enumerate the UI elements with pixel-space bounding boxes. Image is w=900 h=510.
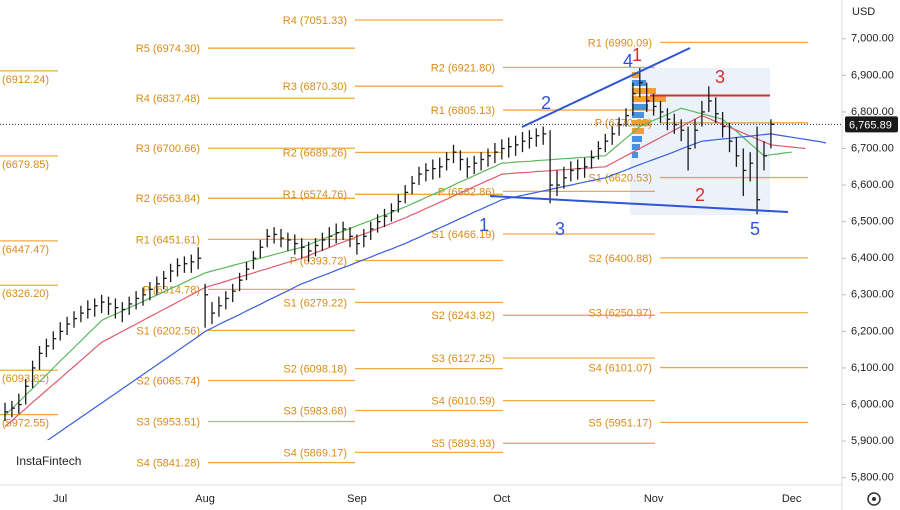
settings-dot[interactable] — [872, 497, 876, 501]
pivot-label: (6326.20) — [2, 288, 49, 300]
x-tick-label: Aug — [195, 493, 215, 505]
y-tick-label: 6,100.00 — [851, 362, 894, 374]
pivot-label: S4 (5841.28) — [136, 457, 200, 469]
pivot-label: S5 (5951.17) — [588, 417, 652, 429]
pivot-label: (6679.85) — [2, 159, 49, 171]
watermark: InstaFintech — [16, 454, 81, 468]
profile-bar — [632, 152, 638, 158]
pivot-label: R4 (6837.48) — [136, 93, 200, 105]
wave-label: 1 — [479, 215, 489, 235]
y-tick-label: 6,500.00 — [851, 216, 894, 228]
pivot-label: R2 (6563.84) — [136, 193, 200, 205]
pivot-label: S3 (6250.97) — [588, 308, 652, 320]
y-tick-label: 7,000.00 — [851, 33, 894, 45]
pivot-label: R1 (6990.09) — [588, 37, 652, 49]
pivot-label: S3 (5983.68) — [283, 405, 347, 417]
profile-bar — [632, 88, 656, 94]
x-tick-label: Sep — [347, 493, 367, 505]
pivot-label: R5 (6974.30) — [136, 43, 200, 55]
trend-line — [489, 195, 789, 213]
y-tick-label: 6,800.00 — [851, 106, 894, 118]
wave-label: 2 — [541, 93, 551, 113]
pivot-label: S2 (6065.74) — [136, 375, 200, 387]
pivot-label: S1 (6466.19) — [431, 229, 495, 241]
pivot-label: R1 (6805.13) — [431, 105, 495, 117]
pivot-label: P (6582.86) — [438, 186, 495, 198]
moving-average — [4, 114, 806, 427]
pivot-label: R3 (6870.30) — [283, 81, 347, 93]
profile-bar — [632, 120, 650, 126]
profile-bar — [632, 96, 666, 102]
pivot-label: S5 (5893.93) — [431, 438, 495, 450]
settings-ring[interactable] — [867, 492, 881, 506]
pivot-label: (6912.24) — [2, 74, 49, 86]
axis-layer: 5,800.00 5,900.00 6,000.00 6,100.00 6,200.00… — [53, 33, 898, 505]
pivot-label: S2 (6098.18) — [283, 364, 347, 376]
y-tick-label: 6,400.00 — [851, 252, 894, 264]
pivot-label: R4 (7051.33) — [283, 15, 347, 27]
settings-icon[interactable] — [867, 492, 881, 506]
profile-bar — [632, 112, 644, 118]
pivot-label: S4 (5869.17) — [283, 447, 347, 459]
profile-bar — [632, 144, 640, 150]
profile-bar — [632, 72, 640, 78]
pivot-label: R3 (6700.66) — [136, 143, 200, 155]
y-tick-label: 6,900.00 — [851, 69, 894, 81]
level-layer — [0, 94, 842, 125]
profile-bar — [632, 104, 648, 110]
pivot-label: R1 (6574.76) — [283, 189, 347, 201]
profile-bar — [632, 128, 644, 134]
wave-label: 3 — [555, 219, 565, 239]
pivot-label: P (6393.72) — [290, 255, 347, 267]
y-tick-label: 6,700.00 — [851, 142, 894, 154]
pivot-label: R2 (6689.26) — [283, 147, 347, 159]
profile-bar — [632, 80, 646, 86]
x-tick-label: Dec — [782, 493, 802, 505]
pivot-label: S2 (6243.92) — [431, 310, 495, 322]
pivot-label: R2 (6921.80) — [431, 62, 495, 74]
bar-layer — [4, 68, 774, 421]
trend-line — [521, 47, 691, 128]
volume-profile — [632, 72, 666, 158]
y-tick-label: 5,800.00 — [851, 472, 894, 484]
currency: USD — [852, 6, 875, 18]
pivot-label: (5972.55) — [2, 417, 49, 429]
x-tick-label: Oct — [493, 493, 510, 505]
y-tick-label: 6,000.00 — [851, 398, 894, 410]
pivot-layer: (6912.24)(6679.85)(6447.47)(6326.20)(609… — [0, 15, 808, 469]
pivot-label: R1 (6451.61) — [136, 234, 200, 246]
x-tick-label: Jul — [53, 493, 67, 505]
last-price-label: 6,765.89 — [849, 119, 892, 131]
pivot-label: S4 (6101.07) — [588, 362, 652, 374]
pivot-label: S1 (6202.56) — [136, 325, 200, 337]
pivot-label: S3 (6127.25) — [431, 353, 495, 365]
last-price-box — [845, 116, 898, 133]
pivot-label: S3 (5953.51) — [136, 416, 200, 428]
pivot-label: S4 (6010.59) — [431, 396, 495, 408]
x-tick-label: Nov — [644, 493, 664, 505]
wave-label: 1 — [632, 45, 642, 65]
pivot-label: S1 (6279.22) — [283, 297, 347, 309]
wave-label: 4 — [623, 51, 633, 71]
wave-label: 2 — [695, 185, 705, 205]
watermark-box — [8, 440, 86, 480]
pivot-label: (6447.47) — [2, 244, 49, 256]
pivot-label: S1 (6620.53) — [588, 172, 652, 184]
y-tick-label: 6,300.00 — [851, 289, 894, 301]
y-tick-label: 6,200.00 — [851, 325, 894, 337]
y-tick-label: 5,900.00 — [851, 435, 894, 447]
profile-bar — [632, 136, 642, 142]
wave-label: 3 — [715, 67, 725, 87]
wave-label: 5 — [750, 219, 760, 239]
y-tick-label: 6,600.00 — [851, 179, 894, 191]
moving-average — [46, 133, 827, 442]
pivot-label: S2 (6400.88) — [588, 253, 652, 265]
